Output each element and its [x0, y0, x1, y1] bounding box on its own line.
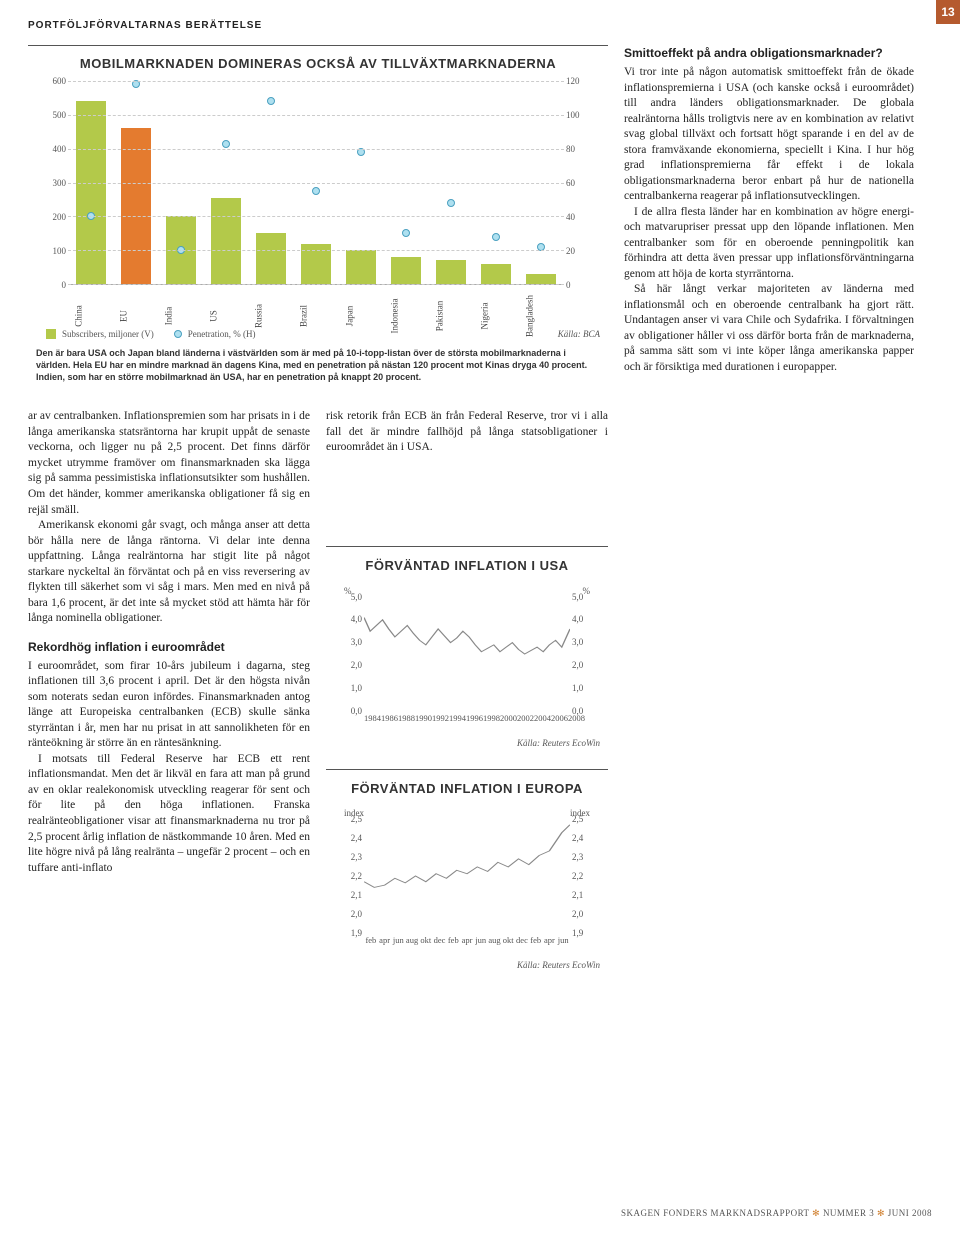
line-chart-title: FÖRVÄNTAD INFLATION I USA [334, 557, 600, 575]
body-p: risk retorik från ECB än från Federal Re… [326, 409, 608, 456]
line-chart-usa: FÖRVÄNTAD INFLATION I USA % % 0,01,02,03… [326, 546, 608, 755]
sidebar-p: Vi tror inte på någon automatisk smittoe… [624, 65, 914, 205]
line-svg [364, 597, 570, 711]
bar-chart-caption: Den är bara USA och Japan bland länderna… [36, 339, 600, 383]
bar-chart-source: Källa: BCA [558, 329, 600, 339]
line-chart-source: Källa: Reuters EcoWin [334, 737, 600, 749]
body-p: ar av centralbanken. Inflationspremien s… [28, 409, 310, 518]
section-header: PORTFÖLJFÖRVALTARNAS BERÄTTELSE [28, 20, 932, 31]
star-icon: ✻ [877, 1208, 888, 1218]
line-chart-europe-plot: index index 1,92,02,12,22,32,42,5 1,92,0… [334, 807, 600, 957]
star-icon: ✻ [812, 1208, 823, 1218]
line-chart-europe: FÖRVÄNTAD INFLATION I EUROPA index index… [326, 769, 608, 978]
footer-date: JUNI 2008 [888, 1208, 932, 1218]
line-chart-title: FÖRVÄNTAD INFLATION I EUROPA [334, 780, 600, 798]
bar-chart: MOBILMARKNADEN DOMINERAS OCKSÅ AV TILLVÄ… [28, 45, 608, 391]
body-subhead: Rekordhög inflation i euroområdet [28, 639, 310, 655]
sidebar: Smittoeffekt på andra obligationsmarknad… [624, 45, 914, 977]
line-svg [364, 819, 570, 933]
footer-publication: SKAGEN FONDERS MARKNADSRAPPORT [621, 1208, 809, 1218]
bar-chart-title: MOBILMARKNADEN DOMINERAS OCKSÅ AV TILLVÄ… [36, 56, 600, 71]
body-p: I motsats till Federal Reserve har ECB e… [28, 752, 310, 876]
body-p: Amerikansk ekonomi går svagt, och många … [28, 518, 310, 627]
sidebar-p: Så här långt verkar majoriteten av lände… [624, 282, 914, 375]
body-right-column: risk retorik från ECB än från Federal Re… [326, 409, 608, 977]
body-p: I euroområdet, som firar 10-års jubileum… [28, 659, 310, 752]
line-chart-source: Källa: Reuters EcoWin [334, 959, 600, 971]
legend-swatch-bar [46, 329, 56, 339]
sidebar-p: I de allra flesta länder har en kombinat… [624, 205, 914, 283]
line-chart-usa-plot: % % 0,01,02,03,04,05,0 0,01,02,03,04,05,… [334, 585, 600, 735]
page-number-badge: 13 [936, 0, 960, 24]
sidebar-title: Smittoeffekt på andra obligationsmarknad… [624, 45, 914, 61]
body-columns: ar av centralbanken. Inflationspremien s… [28, 409, 608, 977]
body-left-column: ar av centralbanken. Inflationspremien s… [28, 409, 310, 977]
bar-chart-plot: 0100200300400500600 020406080100120 Chin… [36, 81, 596, 321]
page-footer: SKAGEN FONDERS MARKNADSRAPPORT ✻ NUMMER … [621, 1208, 932, 1219]
footer-issue: NUMMER 3 [823, 1208, 874, 1218]
